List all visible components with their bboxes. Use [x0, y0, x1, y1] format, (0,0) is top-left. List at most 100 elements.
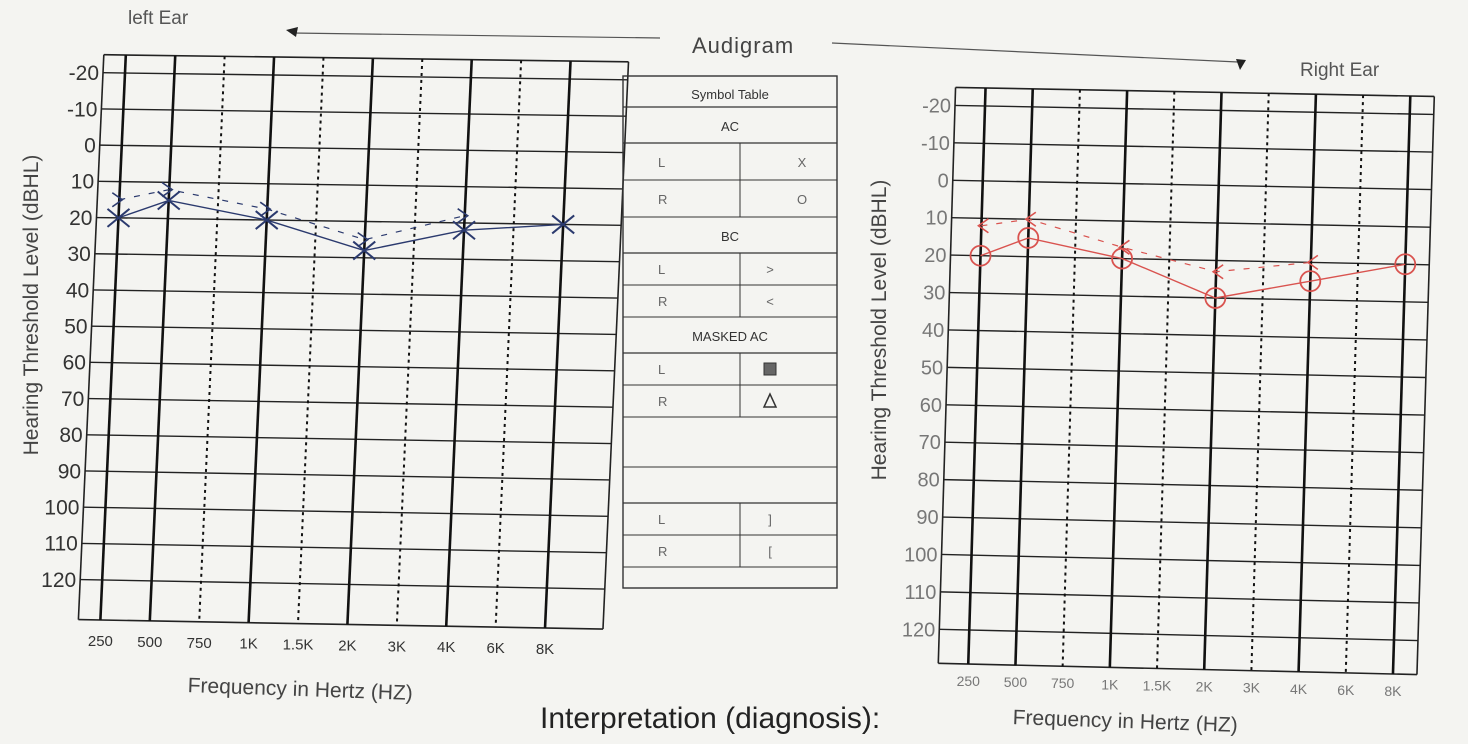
symbol-table: Symbol Table AC L X R O BC L > R < MASKED AC L R L] R [	[622, 75, 840, 590]
h-gridline	[103, 53, 629, 63]
left-arrow-line	[291, 32, 661, 39]
y-tick-label: 80	[918, 470, 940, 492]
h-gridline	[941, 553, 1421, 567]
v-gridline	[1061, 89, 1081, 667]
y-tick-label: 100	[44, 497, 79, 520]
right-grid	[937, 86, 1436, 676]
h-gridline	[89, 361, 615, 372]
h-gridline	[955, 104, 1434, 116]
y-tick-label: 110	[905, 582, 937, 604]
y-tick-label: -20	[69, 62, 99, 85]
data-point-bc	[1211, 264, 1224, 280]
h-gridline	[93, 289, 618, 299]
x-tick-label: 2K	[1196, 679, 1214, 695]
x-tick-label: 1.5K	[283, 637, 314, 654]
h-gridline	[85, 470, 610, 481]
x-tick-label: 250	[88, 633, 113, 650]
v-gridline	[247, 56, 276, 623]
x-tick-label: 750	[1051, 675, 1075, 691]
data-point-bc	[977, 218, 989, 234]
data-point-o	[1204, 287, 1227, 309]
y-tick-label: 80	[59, 424, 82, 447]
v-gridline	[1250, 93, 1270, 671]
h-gridline	[101, 108, 627, 117]
y-tick-label: 10	[71, 171, 94, 194]
series-line	[118, 199, 564, 252]
x-tick-label: 750	[187, 635, 212, 652]
y-tick-label: 60	[920, 395, 942, 417]
y-tick-label: 30	[923, 283, 945, 305]
h-gridline	[103, 72, 628, 81]
data-point-bc	[161, 181, 174, 198]
x-tick-label: 8K	[536, 641, 554, 658]
h-gridline	[88, 397, 613, 408]
right-series-marks	[969, 211, 1417, 309]
y-tick-label: 0	[938, 170, 949, 192]
y-tick-label: 120	[41, 569, 76, 592]
v-gridline	[966, 87, 987, 665]
symbol-glyph: >	[766, 262, 774, 277]
y-tick-label: 20	[924, 245, 946, 267]
right-arrow-line	[831, 42, 1239, 63]
interpretation-label: Interpretation (diagnosis):	[540, 702, 881, 735]
x-tick-label: 4K	[437, 639, 455, 656]
h-gridline	[940, 591, 1420, 604]
data-point-o	[1299, 270, 1322, 293]
right-series-lines	[980, 218, 1406, 299]
left-arrow-head	[286, 27, 298, 37]
y-tick-label: 90	[916, 507, 938, 529]
data-point-x	[352, 240, 376, 261]
symbol-section-heading: BC	[721, 229, 739, 244]
left-series-marks	[106, 181, 575, 261]
data-point-bc	[1024, 211, 1037, 227]
v-gridline	[1391, 95, 1412, 675]
left-y-ticks: -20 -10 0 10 20 30 40 50 60 70 80 90 100 110 120	[41, 62, 99, 592]
h-gridline	[946, 404, 1425, 416]
x-tick-label: 1K	[239, 636, 257, 653]
h-gridline	[98, 180, 623, 190]
h-gridline	[939, 628, 1418, 642]
h-gridline	[99, 144, 625, 154]
h-gridline	[78, 618, 603, 630]
h-gridline	[951, 216, 1431, 228]
y-tick-label: 90	[58, 460, 81, 483]
left-x-ticks: 250 500 750 1K 1.5K 2K 3K 4K 6K 8K	[88, 633, 554, 658]
y-tick-label: 30	[68, 243, 91, 266]
data-point-bc	[457, 208, 470, 224]
v-gridline	[1344, 95, 1365, 673]
y-tick-label: -10	[67, 98, 97, 121]
series-line	[980, 237, 1406, 299]
h-gridline	[949, 291, 1429, 304]
v-gridline	[1014, 88, 1035, 666]
x-tick-label: 4K	[1290, 681, 1308, 697]
v-gridline	[148, 55, 177, 621]
x-tick-label: 1K	[1101, 676, 1119, 692]
y-tick-label: 70	[919, 432, 941, 454]
y-tick-label: 70	[61, 388, 84, 411]
y-tick-label: 40	[66, 279, 89, 302]
x-tick-label: 500	[1004, 674, 1028, 690]
symbol-side: R	[658, 192, 667, 207]
right-y-axis-label: Hearing Threshold Level (dBHL)	[868, 180, 891, 481]
symbol-glyph: O	[797, 192, 807, 207]
h-gridline	[952, 179, 1432, 191]
v-gridline	[99, 54, 128, 621]
h-gridline	[91, 325, 617, 336]
h-gridline	[944, 441, 1424, 454]
symbol-table-title: Symbol Table	[691, 87, 769, 102]
data-point-x	[157, 190, 181, 211]
series-line	[981, 218, 1311, 273]
symbol-square	[763, 362, 777, 376]
symbol-glyph: <	[766, 294, 774, 309]
x-tick-label: 3K	[388, 638, 406, 655]
y-tick-label: 100	[904, 544, 937, 566]
v-gridline	[1416, 96, 1436, 675]
x-tick-label: 500	[137, 634, 162, 651]
symbol-glyph: X	[798, 155, 807, 170]
h-gridline	[86, 434, 612, 445]
data-point-o	[1394, 253, 1417, 276]
symbol-triangle	[762, 392, 778, 408]
symbol-side: L	[658, 362, 665, 377]
